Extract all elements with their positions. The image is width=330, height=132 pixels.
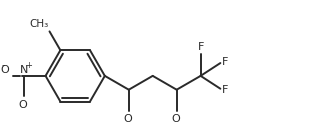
Text: O: O xyxy=(0,65,9,75)
Text: O: O xyxy=(123,114,132,124)
Text: N: N xyxy=(20,65,28,75)
Text: O: O xyxy=(18,100,27,110)
Text: F: F xyxy=(222,57,229,67)
Text: CH₃: CH₃ xyxy=(29,19,49,29)
Text: -: - xyxy=(2,60,5,70)
Text: O: O xyxy=(171,114,180,124)
Text: +: + xyxy=(25,61,32,70)
Text: F: F xyxy=(222,85,229,95)
Text: F: F xyxy=(197,42,204,52)
